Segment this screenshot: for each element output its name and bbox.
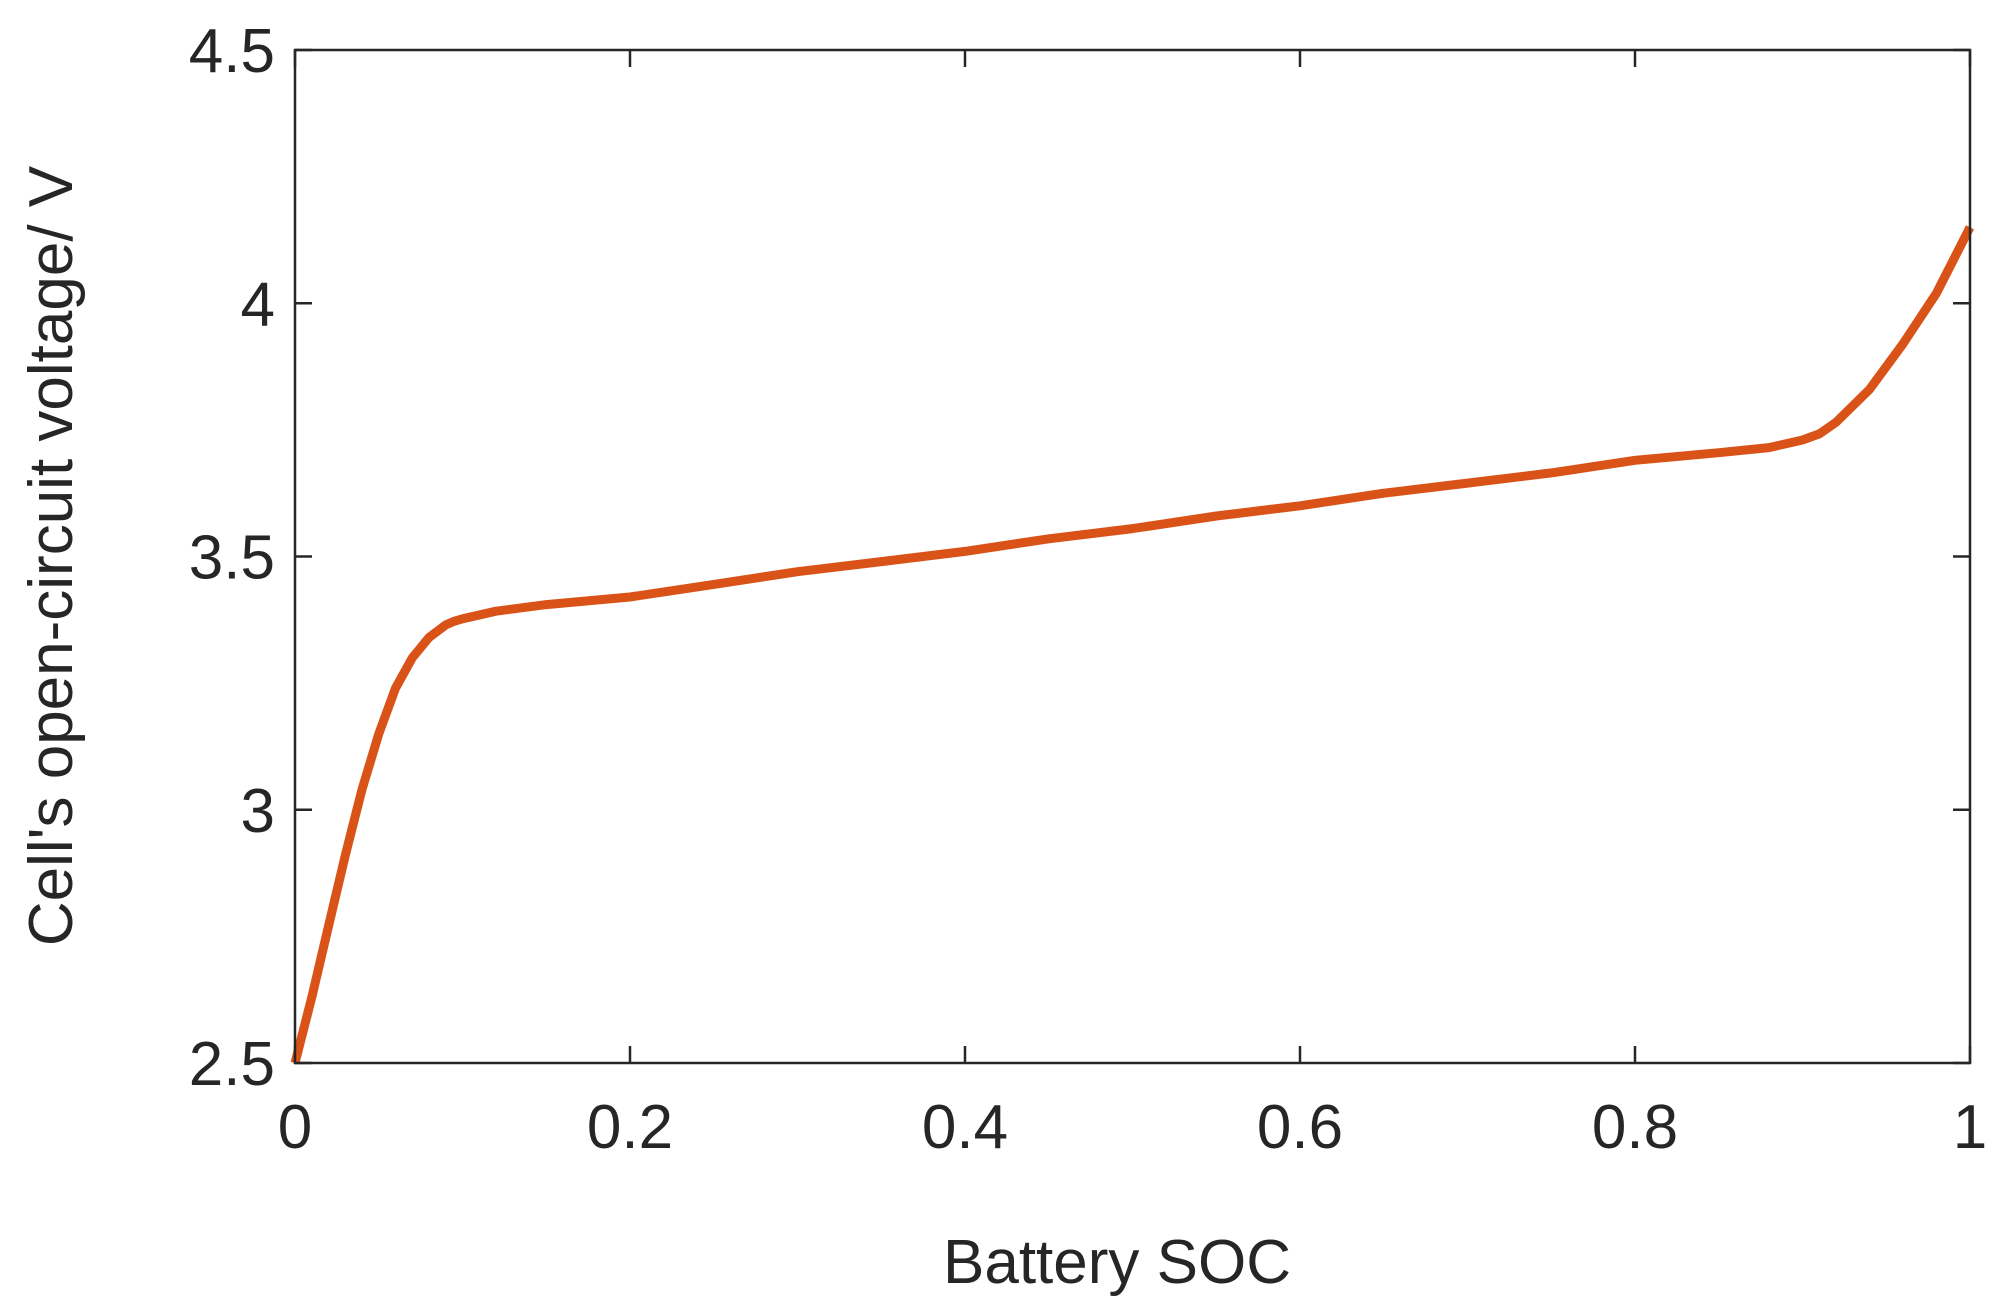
tick-labels: 0 0.2 0.4 0.6 0.8 1 2.5 3 3.5 4 4.5 bbox=[189, 17, 1987, 1162]
y-tick-label: 3 bbox=[241, 777, 275, 846]
y-tick-label: 3.5 bbox=[189, 524, 275, 593]
plot-area bbox=[295, 50, 1970, 1063]
y-axis-label: Cell's open-circuit voltage/ V bbox=[17, 165, 86, 946]
axes-box bbox=[293, 48, 1972, 1065]
x-tick-label: 0.2 bbox=[587, 1093, 673, 1162]
y-tick-label: 4 bbox=[241, 270, 275, 339]
y-tick-label: 4.5 bbox=[189, 17, 275, 86]
y-tick-label: 2.5 bbox=[189, 1030, 275, 1099]
ocv-curve-series bbox=[290, 225, 1975, 1065]
x-tick-label: 0 bbox=[278, 1093, 312, 1162]
x-tick-label: 0.6 bbox=[1257, 1093, 1343, 1162]
x-tick-label: 0.4 bbox=[922, 1093, 1008, 1162]
x-tick-label: 1 bbox=[1953, 1093, 1987, 1162]
x-axis-label: Battery SOC bbox=[943, 1228, 1291, 1297]
x-tick-label: 0.8 bbox=[1592, 1093, 1678, 1162]
